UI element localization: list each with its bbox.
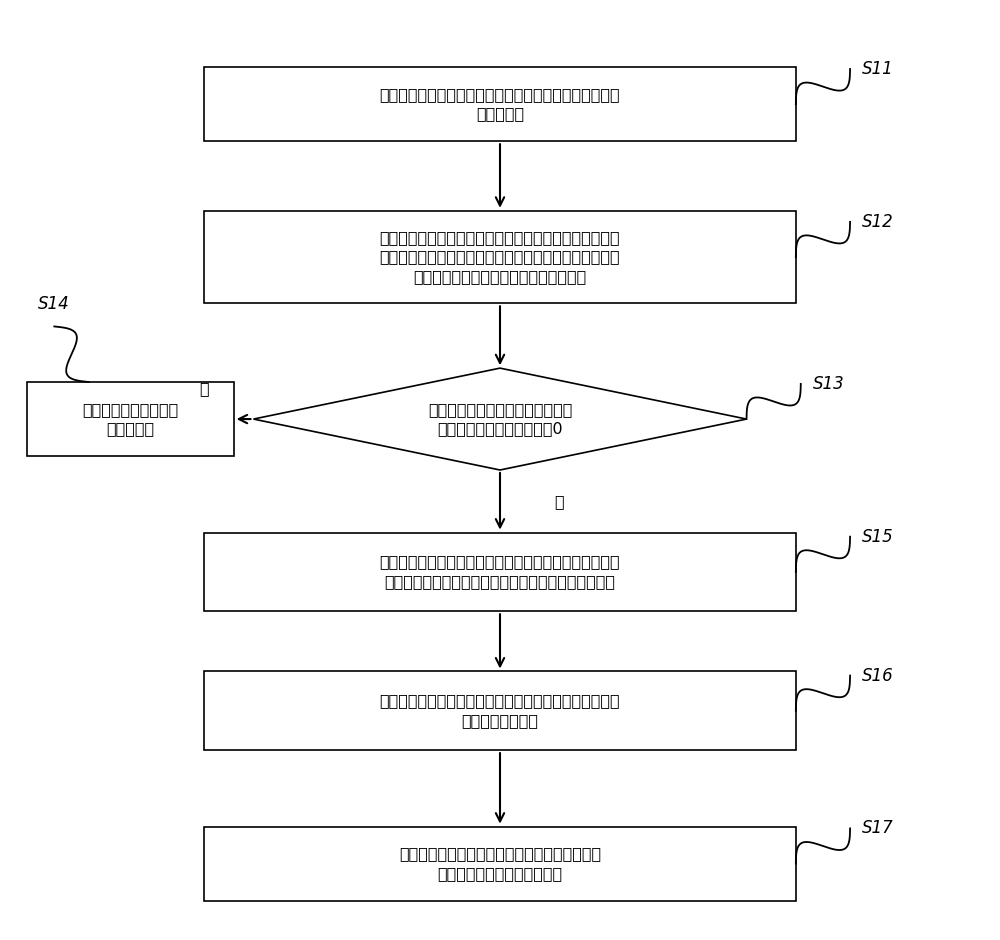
Text: 通过微惯性测量组合进
行导航定位: 通过微惯性测量组合进 行导航定位	[82, 401, 178, 436]
FancyBboxPatch shape	[204, 826, 796, 901]
Text: S14: S14	[38, 294, 70, 313]
Text: 获取当前可见卫星的个数，并判断
当前可见卫星的个数是否为0: 获取当前可见卫星的个数，并判断 当前可见卫星的个数是否为0	[428, 401, 572, 436]
Text: S17: S17	[862, 820, 894, 838]
FancyBboxPatch shape	[204, 671, 796, 750]
Text: 以芯片级原子钟提供精确时钟为辅助，通过微惯性测量组
合和卫星导航系统所提供的数据序列构造耦合状态方程: 以芯片级原子钟提供精确时钟为辅助，通过微惯性测量组 合和卫星导航系统所提供的数据…	[380, 555, 620, 589]
Text: 否: 否	[554, 494, 564, 509]
Polygon shape	[253, 368, 747, 470]
Text: S12: S12	[862, 212, 894, 231]
FancyBboxPatch shape	[204, 533, 796, 611]
Text: 对芯片级原子钟、微惯性测量组合和卫星导航系统进行时
空初始对准: 对芯片级原子钟、微惯性测量组合和卫星导航系统进行时 空初始对准	[380, 86, 620, 121]
FancyBboxPatch shape	[204, 67, 796, 141]
Text: S13: S13	[813, 375, 844, 393]
Text: 是: 是	[199, 381, 209, 396]
Text: S16: S16	[862, 666, 894, 684]
Text: 开始进行导航循环，并分别获取芯片级原子钟、微惯性测
量组合和卫星导航系统的数据序列，并对微惯性测量组合
和卫星导航系统的数据序列进行时间同步: 开始进行导航循环，并分别获取芯片级原子钟、微惯性测 量组合和卫星导航系统的数据序…	[380, 229, 620, 284]
Text: S11: S11	[862, 60, 894, 78]
FancyBboxPatch shape	[204, 211, 796, 304]
FancyBboxPatch shape	[27, 382, 234, 456]
Text: 对耦合状态方程和耦合量测方程进行组合滤波，
并修正微惯性测量组合的误差: 对耦合状态方程和耦合量测方程进行组合滤波， 并修正微惯性测量组合的误差	[399, 846, 601, 881]
Text: 根据当前可见卫星与接收机之间的距离和距离变化率误差
构造耦合量测方程: 根据当前可见卫星与接收机之间的距离和距离变化率误差 构造耦合量测方程	[380, 694, 620, 728]
Text: S15: S15	[862, 527, 894, 546]
